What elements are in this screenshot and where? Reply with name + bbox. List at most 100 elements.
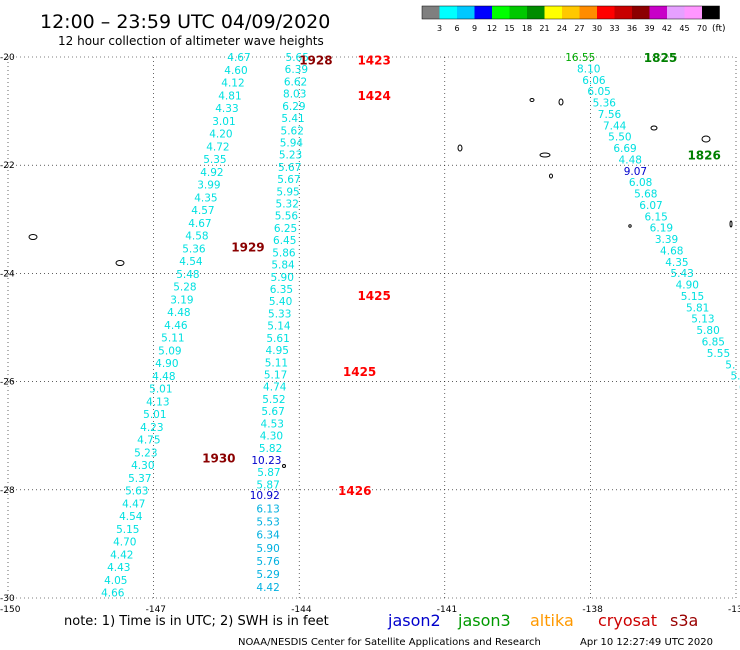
scale-swatch [702, 6, 720, 19]
swh-value: 6.05 [587, 86, 610, 98]
swh-value: 5.11 [161, 333, 184, 345]
scale-label: 3 [437, 24, 442, 33]
swh-value: 4.81 [218, 90, 241, 102]
scale-swatch [632, 6, 650, 19]
swh-value: 5.01 [149, 384, 172, 396]
scale-label: 9 [472, 24, 477, 33]
swh-value: 4.74 [263, 382, 287, 394]
scale-swatch [492, 6, 510, 19]
swh-value: 5.62 [281, 125, 304, 137]
time-label: 1425 [343, 365, 376, 379]
swh-value: 4.57 [191, 205, 214, 217]
swh-value: 4.43 [107, 562, 130, 574]
swh-value: 5.55 [707, 348, 730, 360]
scale-label: 15 [504, 24, 514, 33]
swh-value: 5.53 [256, 516, 279, 528]
swh-value: 5. [725, 359, 735, 371]
scale-swatch [439, 6, 457, 19]
swh-value: 4.48 [167, 307, 190, 319]
swh-value: 5.13 [691, 314, 714, 326]
swh-value: 5.37 [128, 473, 151, 485]
swh-value: 6.06 [582, 75, 606, 87]
scale-swatch [544, 6, 562, 19]
swh-value: 4.67 [227, 52, 250, 64]
swh-value: 5.94 [280, 137, 304, 149]
swh-value: 5. [730, 371, 740, 383]
swh-value: 5.90 [256, 543, 279, 555]
swh-value: 5.65 [286, 52, 309, 64]
swh-value: 5.41 [281, 113, 304, 125]
swh-value: 4.75 [137, 435, 160, 447]
swh-value: 4.30 [260, 431, 283, 443]
plot-frame [7, 56, 737, 599]
scale-swatch [579, 6, 597, 19]
swh-value: 6.08 [629, 177, 652, 189]
scale-label: 30 [592, 24, 602, 33]
swh-value: 6.62 [284, 76, 307, 88]
swh-value: 6.07 [639, 200, 662, 212]
scale-label: 39 [644, 24, 654, 33]
swh-value: 6.29 [282, 101, 305, 113]
swh-series: 4.674.604.124.814.333.014.204.725.354.92… [101, 52, 740, 600]
scale-swatch [527, 6, 545, 19]
scale-label: 21 [539, 24, 549, 33]
island-outline [729, 220, 733, 228]
swh-value: 4.54 [179, 256, 203, 268]
mission-label: altika [530, 611, 574, 630]
color-scale-legend: 3 6 9 12 15 18 21 24 27 30 33 36 39 42 45 70 [421, 5, 720, 33]
scale-unit: (ft) [712, 24, 726, 34]
swh-value: 3.01 [212, 116, 235, 128]
scale-label: 70 [697, 24, 707, 33]
chart-subtitle: 12 hour collection of altimeter wave hei… [58, 34, 324, 48]
y-tick-label: -24 [0, 269, 15, 279]
time-label: 1426 [338, 484, 371, 498]
swh-value: 5.36 [593, 98, 617, 110]
y-tick-label: -20 [0, 53, 15, 63]
swh-value: 4.42 [256, 582, 279, 594]
swh-value: 6.15 [644, 211, 667, 223]
scale-swatch [562, 6, 580, 19]
swh-value: 6.39 [285, 64, 308, 76]
scale-swatch [684, 6, 702, 19]
time-label: 1825 [644, 51, 677, 65]
swh-value: 4.68 [660, 245, 683, 257]
footer-timestamp: Apr 10 12:27:49 UTC 2020 [580, 637, 713, 648]
scale-border [421, 5, 720, 20]
swh-value: 4.92 [200, 167, 223, 179]
swh-value: 10.23 [251, 455, 281, 467]
y-tick-label: -28 [0, 486, 15, 496]
swh-value: 4.05 [104, 575, 127, 587]
island-outline [115, 260, 125, 266]
tick-labels: -150 -147 -144 -141 -138 -135 -20 -22 -24 -26 -28 -… [0, 53, 740, 615]
time-label: 1929 [231, 240, 264, 254]
footer-credit: NOAA/NESDIS Center for Satellite Applica… [238, 637, 541, 648]
x-tick-label: -144 [291, 605, 312, 615]
swh-value: 6.19 [650, 223, 673, 235]
time-label: 1423 [357, 54, 390, 68]
swh-value: 4.67 [188, 218, 211, 230]
island-outline [539, 152, 551, 158]
swh-value: 4.60 [224, 65, 247, 77]
swh-value: 5.48 [176, 269, 199, 281]
plot-area: -150 -147 -144 -141 -138 -135 -20 -22 -24 -26 -28 -… [0, 51, 740, 615]
island-outline [529, 98, 535, 102]
island-outline [282, 464, 286, 468]
swh-value: 5.63 [125, 486, 148, 498]
swh-value: 4.46 [164, 320, 188, 332]
swh-value: 5.68 [634, 189, 657, 201]
island-outline [549, 173, 553, 179]
swh-value: 5.29 [256, 569, 279, 581]
island-outline [558, 98, 564, 106]
swh-value: 4.70 [113, 537, 136, 549]
scale-label: 42 [662, 24, 672, 33]
footer-note: note: 1) Time is in UTC; 2) SWH is in fe… [64, 614, 329, 629]
y-tick-label: -30 [0, 594, 15, 604]
swh-value: 5.28 [173, 282, 196, 294]
swh-value: 5.32 [276, 199, 299, 211]
swh-value: 16.55 [565, 52, 595, 64]
swh-value: 7.44 [603, 120, 627, 132]
swh-value: 5.33 [268, 308, 291, 320]
time-label: 1424 [357, 89, 390, 103]
island-outline [650, 125, 658, 131]
